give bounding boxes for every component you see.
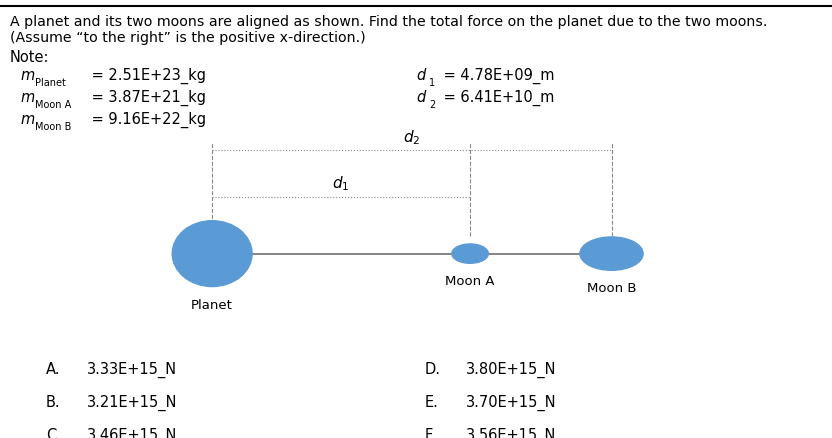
Circle shape [580,237,643,271]
Text: 3.21E+15_N: 3.21E+15_N [87,394,178,410]
Text: 1: 1 [429,78,435,88]
Text: 3.70E+15_N: 3.70E+15_N [466,394,557,410]
Text: m: m [21,112,35,127]
Text: Planet: Planet [191,298,233,311]
Text: = 4.78E+09_m: = 4.78E+09_m [439,68,555,84]
Text: $d_1$: $d_1$ [333,174,349,193]
Text: A planet and its two moons are aligned as shown. Find the total force on the pla: A planet and its two moons are aligned a… [10,15,767,29]
Text: B.: B. [46,394,61,409]
Text: m: m [21,90,35,105]
Ellipse shape [172,221,252,287]
Text: D.: D. [424,361,440,376]
Text: d: d [416,68,425,83]
Text: d: d [416,90,425,105]
Text: 3.80E+15_N: 3.80E+15_N [466,361,557,378]
Circle shape [452,244,488,264]
Text: Moon B: Moon B [587,282,636,295]
Text: $d_2$: $d_2$ [404,128,420,147]
Text: 3.56E+15_N: 3.56E+15_N [466,427,557,438]
Text: F.: F. [424,427,435,438]
Text: 3.33E+15_N: 3.33E+15_N [87,361,177,378]
Text: = 3.87E+21_kg: = 3.87E+21_kg [87,90,206,106]
Text: = 6.41E+10_m: = 6.41E+10_m [439,90,555,106]
Text: Moon B: Moon B [35,121,72,131]
Text: E.: E. [424,394,438,409]
Text: A.: A. [46,361,60,376]
Text: m: m [21,68,35,83]
Text: = 9.16E+22_kg: = 9.16E+22_kg [87,112,206,128]
Text: Moon A: Moon A [445,275,495,288]
Text: Note:: Note: [10,49,49,64]
Text: 3.46E+15_N: 3.46E+15_N [87,427,178,438]
Text: Moon A: Moon A [35,99,72,110]
Text: C.: C. [46,427,61,438]
Text: (Assume “to the right” is the positive x-direction.): (Assume “to the right” is the positive x… [10,31,365,45]
Text: Planet: Planet [35,78,66,88]
Text: 2: 2 [429,99,436,110]
Text: = 2.51E+23_kg: = 2.51E+23_kg [87,68,206,84]
